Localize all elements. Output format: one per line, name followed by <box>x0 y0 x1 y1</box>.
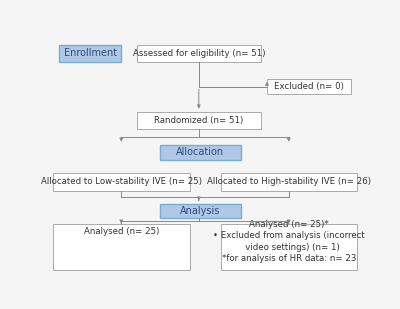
FancyBboxPatch shape <box>53 173 190 191</box>
Text: Analysis: Analysis <box>180 206 220 216</box>
FancyBboxPatch shape <box>137 112 261 129</box>
Text: Allocated to High-stability IVE (n= 26): Allocated to High-stability IVE (n= 26) <box>207 177 371 186</box>
FancyBboxPatch shape <box>137 45 261 62</box>
FancyBboxPatch shape <box>59 45 121 62</box>
Text: Analysed (n= 25): Analysed (n= 25) <box>84 227 159 236</box>
Text: Allocated to Low-stability IVE (n= 25): Allocated to Low-stability IVE (n= 25) <box>41 177 202 186</box>
Text: Allocation: Allocation <box>176 147 224 157</box>
Text: Enrollment: Enrollment <box>64 49 117 58</box>
FancyBboxPatch shape <box>160 204 241 218</box>
Text: Assessed for eligibility (n= 51): Assessed for eligibility (n= 51) <box>132 49 265 58</box>
FancyBboxPatch shape <box>220 224 357 270</box>
Text: Randomized (n= 51): Randomized (n= 51) <box>154 116 244 125</box>
FancyBboxPatch shape <box>220 173 357 191</box>
FancyBboxPatch shape <box>160 145 241 160</box>
Text: Analysed (n= 25)*
• Excluded from analysis (incorrect
   video settings) (n= 1)
: Analysed (n= 25)* • Excluded from analys… <box>213 220 364 263</box>
Text: Excluded (n= 0): Excluded (n= 0) <box>274 82 344 91</box>
FancyBboxPatch shape <box>53 224 190 270</box>
FancyBboxPatch shape <box>267 79 351 94</box>
